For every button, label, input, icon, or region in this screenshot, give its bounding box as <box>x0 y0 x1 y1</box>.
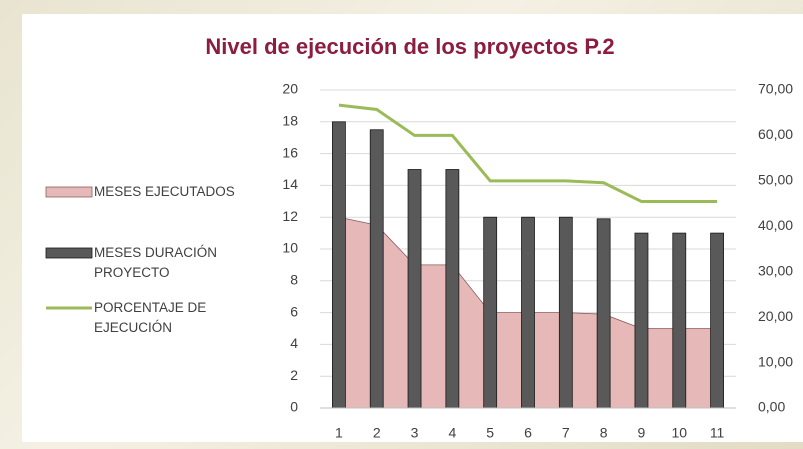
x-tick-label: 1 <box>335 425 343 441</box>
legend-swatch <box>45 186 93 198</box>
y2-tick-label: 30,00 <box>758 262 793 278</box>
y-tick-label: 4 <box>290 335 298 351</box>
bar <box>596 218 611 409</box>
bar <box>672 232 687 409</box>
y-tick-label: 0 <box>290 399 298 415</box>
x-tick-label: 11 <box>710 425 725 441</box>
y2-tick-label: 10,00 <box>758 353 793 369</box>
x-tick-label: 5 <box>486 425 494 441</box>
x-tick-label: 2 <box>373 425 381 441</box>
x-tick-label: 3 <box>411 425 419 441</box>
y2-tick-label: 60,00 <box>758 126 793 142</box>
legend-label: MESES DURACIÓN PROYECTO <box>94 245 218 280</box>
x-tick-label: 4 <box>448 425 456 441</box>
x-tick-label: 7 <box>562 425 570 441</box>
chart-title: Nivel de ejecución de los proyectos P.2 <box>205 34 614 59</box>
legend-swatch <box>45 247 93 259</box>
y-tick-label: 6 <box>290 303 298 319</box>
x-tick-label: 8 <box>600 425 608 441</box>
bar <box>407 169 422 409</box>
y2-tick-label: 40,00 <box>758 217 793 233</box>
legend-label: PORCENTAJE DE EJECUCIÓN <box>94 300 207 335</box>
y-tick-label: 10 <box>282 240 298 256</box>
bar <box>445 169 460 409</box>
y2-tick-label: 20,00 <box>758 308 793 324</box>
y-tick-label: 8 <box>290 272 298 288</box>
y2-tick-label: 50,00 <box>758 172 793 188</box>
y-tick-label: 2 <box>290 367 298 383</box>
y-tick-label: 18 <box>282 113 298 129</box>
bar <box>332 121 346 409</box>
bar <box>483 216 498 409</box>
line <box>338 103 718 204</box>
y2-tick-label: 70,00 <box>758 81 793 97</box>
x-tick-label: 9 <box>638 425 646 441</box>
y-tick-label: 20 <box>282 81 298 97</box>
x-tick-label: 10 <box>671 425 687 441</box>
bar <box>369 129 384 409</box>
y2-tick-label: 0,00 <box>758 399 785 415</box>
y-tick-label: 12 <box>282 208 298 224</box>
y-tick-label: 14 <box>282 176 298 192</box>
bar <box>521 216 535 409</box>
bar <box>558 216 573 409</box>
x-tick-label: 6 <box>524 425 532 441</box>
bar <box>710 232 724 409</box>
y-tick-label: 16 <box>282 144 298 160</box>
bar <box>634 232 649 409</box>
legend-label: MESES EJECUTADOS <box>94 184 235 199</box>
